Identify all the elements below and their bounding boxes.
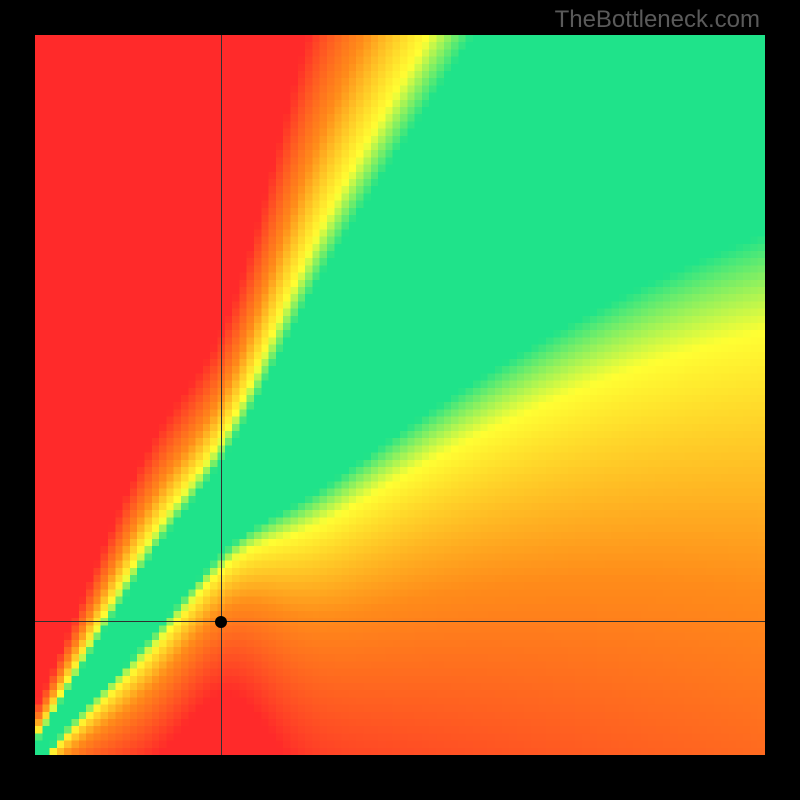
heatmap-plot xyxy=(35,35,765,755)
heatmap-canvas xyxy=(35,35,765,755)
crosshair-vertical xyxy=(221,35,222,755)
watermark-text: TheBottleneck.com xyxy=(555,6,760,34)
crosshair-horizontal xyxy=(35,621,765,622)
crosshair-dot xyxy=(215,616,227,628)
